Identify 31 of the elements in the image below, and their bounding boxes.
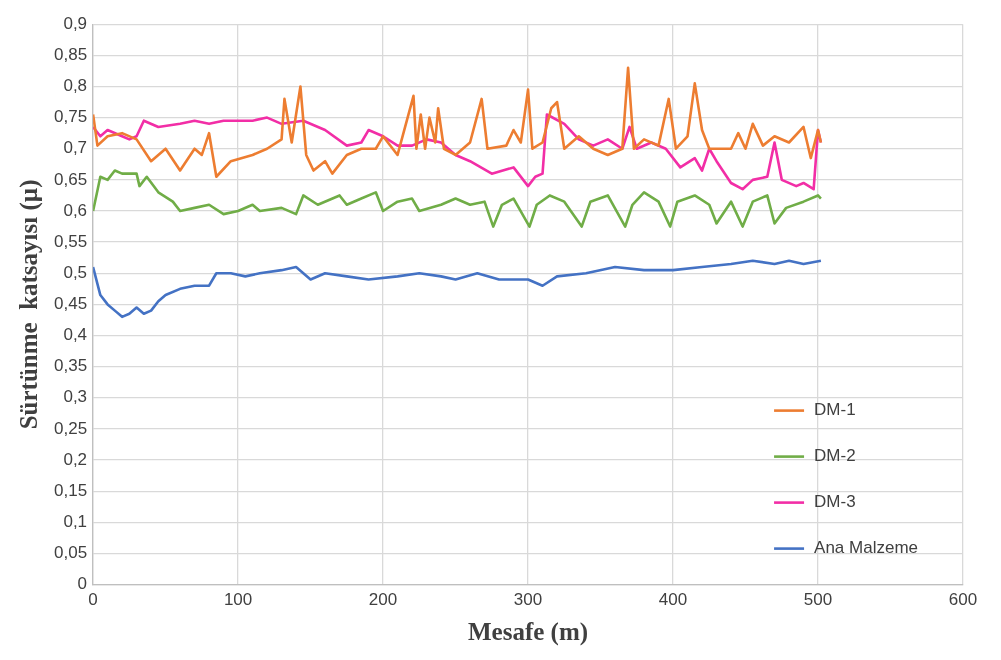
y-tick-label: 0,9: [63, 13, 88, 33]
x-tick-label: 200: [368, 590, 398, 610]
y-tick-label: 0,05: [53, 543, 88, 563]
x-tick-label: 600: [948, 590, 978, 610]
x-tick-label: 100: [223, 590, 253, 610]
y-axis-title: Sürtünme katsayısı (µ): [15, 179, 44, 430]
y-tick-label: 0,7: [63, 138, 88, 158]
x-tick-label: 300: [513, 590, 543, 610]
y-tick-label: 0,55: [53, 231, 88, 251]
legend-label: DM-1: [814, 400, 856, 420]
y-tick-label: 0,8: [63, 76, 88, 96]
y-tick-label: 0,5: [63, 262, 88, 282]
y-tick-label: 0,65: [53, 169, 88, 189]
x-axis-title: Mesafe (m): [468, 618, 589, 647]
y-tick-label: 0,6: [63, 200, 88, 220]
y-tick-label: 0,85: [53, 45, 88, 65]
y-tick-label: 0,2: [63, 449, 88, 469]
y-tick-label: 0: [77, 574, 88, 594]
y-tick-label: 0,3: [63, 387, 88, 407]
x-tick-label: 500: [803, 590, 833, 610]
y-tick-label: 0,45: [53, 294, 88, 314]
legend-label: Ana Malzeme: [814, 538, 918, 558]
y-tick-label: 0,75: [53, 107, 88, 127]
x-tick-label: 400: [658, 590, 688, 610]
legend-label: DM-3: [814, 492, 856, 512]
legend-label: DM-2: [814, 446, 856, 466]
y-tick-label: 0,4: [63, 325, 88, 345]
y-tick-label: 0,15: [53, 480, 88, 500]
y-tick-label: 0,35: [53, 356, 88, 376]
y-tick-label: 0,1: [63, 512, 88, 532]
y-tick-label: 0,25: [53, 418, 88, 438]
